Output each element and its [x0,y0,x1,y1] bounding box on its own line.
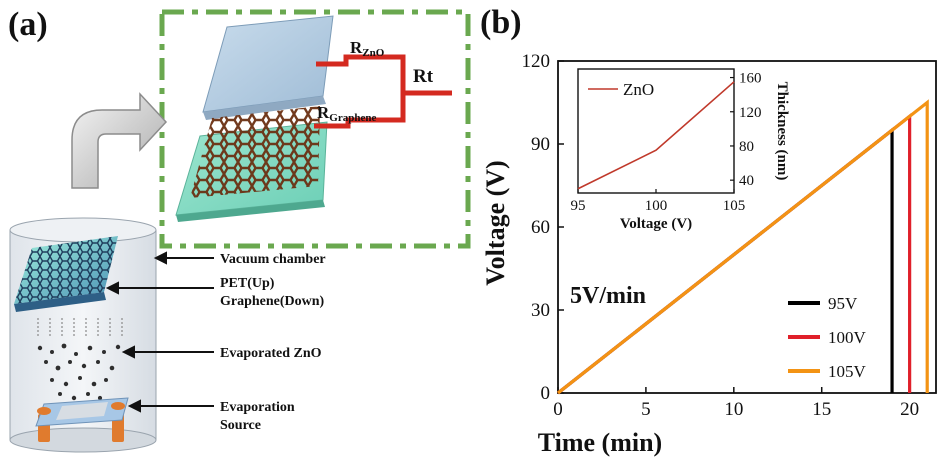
r-zno-main: R [350,38,363,57]
panel-b: (b) 0 5 10 15 20 0 30 60 90 120 Time (min) Voltag… [472,0,942,457]
evaporation-label: Evaporation [220,400,295,415]
schematic: RZnO RGraphene Rt Vacuum chamber PET(Up)… [9,9,471,453]
x-tick-label: 0 [553,399,563,420]
inset-frame [577,68,735,194]
y-tick-label: 0 [541,383,551,404]
y-tick-label: 30 [531,300,550,321]
x-tick-label: 10 [724,399,743,420]
panel-a: (a) [8,6,471,453]
panel-b-label: (b) [480,4,522,41]
inset-x-axis-label: Voltage (V) [620,216,692,232]
callout-arrows [105,251,214,413]
rt-label: Rt [413,66,434,87]
legend-label: 95V [828,294,858,313]
r-graphene-main: R [317,103,330,122]
inset-series-line [577,81,735,190]
inset-frame [159,9,471,249]
inset-y-tick-label: 120 [739,105,762,121]
substrate-icon [14,236,118,312]
voltage-time-chart: 0 5 10 15 20 0 30 60 90 120 Time (min) Voltage (V… [481,51,937,457]
inset-x-tick-label: 100 [645,198,668,214]
r-graphene-sub: Graphene [329,112,376,124]
x-axis-label: Time (min) [538,428,662,457]
source-label: Source [220,418,261,433]
y-axis-label: Voltage (V) [481,160,510,285]
zno-plate [202,15,334,120]
arrow-icon [71,92,168,189]
y-tick-label: 120 [522,51,551,72]
vacuum-chamber-label: Vacuum chamber [220,252,326,267]
svg-text:RGraphene: RGraphene [317,103,376,124]
evaporation-source-icon [35,397,129,442]
rate-annotation: 5V/min [570,283,646,309]
vapor-arrows [37,316,123,336]
x-tick-label: 5 [641,399,651,420]
inset-legend-label: ZnO [623,80,654,99]
panel-a-label: (a) [8,6,48,43]
x-tick-label: 20 [900,399,919,420]
legend-label: 105V [828,362,867,381]
legend-label: 100V [828,328,867,347]
pet-up-label: PET(Up) [220,276,275,291]
graphene-lattice [190,106,320,198]
inset-x-tick-label: 105 [723,198,746,214]
y-tick-label: 90 [531,134,550,155]
inset-y-tick-label: 80 [739,139,754,155]
x-tick-label: 15 [812,399,831,420]
circuit-wires [314,54,452,129]
inset-y-tick-label: 160 [739,71,762,87]
inset-y-tick-label: 40 [739,173,754,189]
svg-text:RZnO: RZnO [350,38,385,59]
series-line-105V [557,99,929,395]
inset-y-axis-label: Thickness (nm) [774,82,790,181]
graphene-down-label: Graphene(Down) [220,294,325,309]
y-tick-label: 60 [531,217,550,238]
r-zno-sub: ZnO [362,47,384,59]
zno-molecules [37,343,121,401]
evaporated-zno-label: Evaporated ZnO [220,346,322,361]
inset-x-tick-label: 95 [571,198,586,214]
